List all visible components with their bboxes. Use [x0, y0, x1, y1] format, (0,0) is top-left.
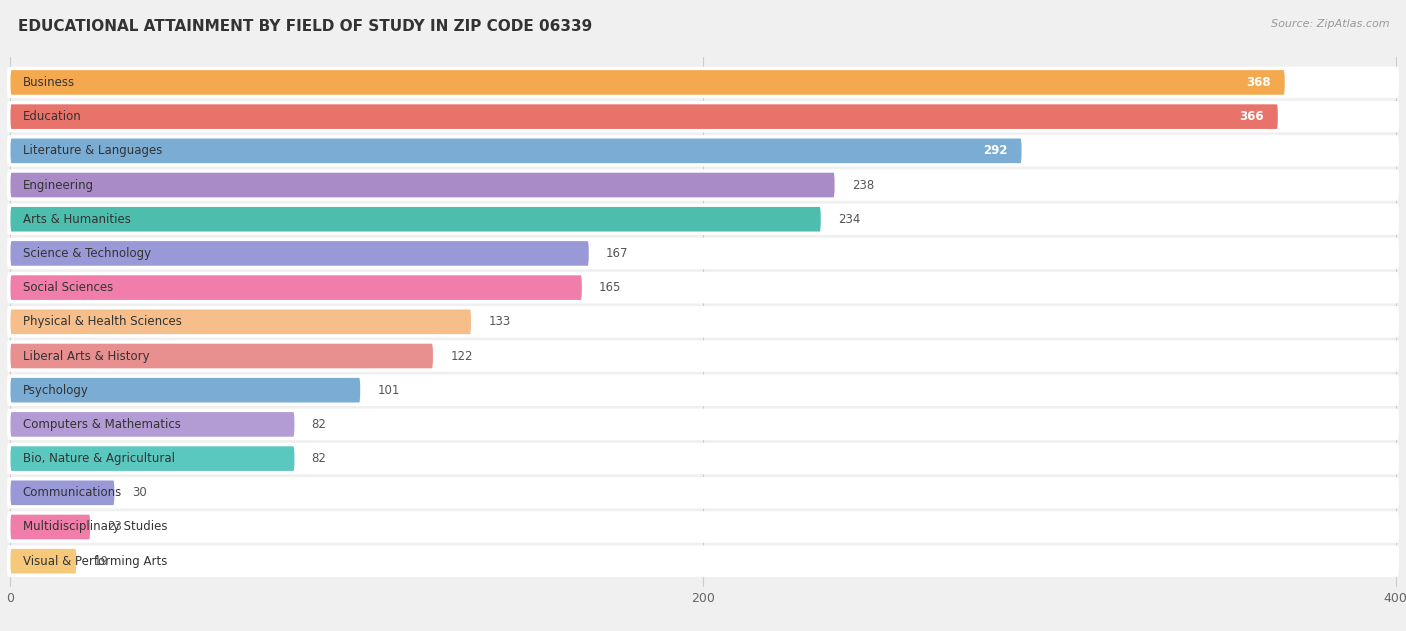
FancyBboxPatch shape	[10, 378, 360, 403]
Text: Bio, Nature & Agricultural: Bio, Nature & Agricultural	[22, 452, 174, 465]
Text: Source: ZipAtlas.com: Source: ZipAtlas.com	[1271, 19, 1389, 29]
FancyBboxPatch shape	[10, 173, 835, 198]
FancyBboxPatch shape	[7, 477, 1399, 509]
Text: Social Sciences: Social Sciences	[22, 281, 112, 294]
FancyBboxPatch shape	[10, 446, 294, 471]
FancyBboxPatch shape	[10, 309, 471, 334]
Text: 82: 82	[312, 418, 326, 431]
Text: Arts & Humanities: Arts & Humanities	[22, 213, 131, 226]
FancyBboxPatch shape	[7, 135, 1399, 167]
Text: Education: Education	[22, 110, 82, 123]
FancyBboxPatch shape	[10, 139, 1022, 163]
Text: 238: 238	[852, 179, 875, 192]
Text: Computers & Mathematics: Computers & Mathematics	[22, 418, 180, 431]
Text: Business: Business	[22, 76, 75, 89]
FancyBboxPatch shape	[7, 101, 1399, 133]
Text: Visual & Performing Arts: Visual & Performing Arts	[22, 555, 167, 568]
Text: Liberal Arts & History: Liberal Arts & History	[22, 350, 149, 362]
Text: 366: 366	[1239, 110, 1264, 123]
Text: EDUCATIONAL ATTAINMENT BY FIELD OF STUDY IN ZIP CODE 06339: EDUCATIONAL ATTAINMENT BY FIELD OF STUDY…	[18, 19, 592, 34]
Text: 133: 133	[488, 316, 510, 328]
FancyBboxPatch shape	[7, 511, 1399, 543]
Text: Psychology: Psychology	[22, 384, 89, 397]
Text: Multidisciplinary Studies: Multidisciplinary Studies	[22, 521, 167, 533]
FancyBboxPatch shape	[10, 70, 1285, 95]
Text: 30: 30	[132, 487, 146, 499]
FancyBboxPatch shape	[7, 340, 1399, 372]
Text: 19: 19	[94, 555, 108, 568]
Text: 82: 82	[312, 452, 326, 465]
FancyBboxPatch shape	[10, 344, 433, 369]
FancyBboxPatch shape	[7, 374, 1399, 406]
FancyBboxPatch shape	[10, 480, 114, 505]
FancyBboxPatch shape	[10, 275, 582, 300]
FancyBboxPatch shape	[7, 203, 1399, 235]
FancyBboxPatch shape	[7, 545, 1399, 577]
FancyBboxPatch shape	[10, 549, 76, 574]
FancyBboxPatch shape	[10, 207, 821, 232]
FancyBboxPatch shape	[10, 515, 90, 540]
Text: Literature & Languages: Literature & Languages	[22, 144, 162, 157]
FancyBboxPatch shape	[7, 67, 1399, 98]
Text: 234: 234	[838, 213, 860, 226]
Text: 23: 23	[107, 521, 122, 533]
Text: 167: 167	[606, 247, 628, 260]
Text: 165: 165	[599, 281, 621, 294]
Text: 122: 122	[450, 350, 472, 362]
FancyBboxPatch shape	[10, 104, 1278, 129]
FancyBboxPatch shape	[7, 272, 1399, 304]
FancyBboxPatch shape	[7, 443, 1399, 475]
FancyBboxPatch shape	[10, 241, 589, 266]
Text: 368: 368	[1246, 76, 1271, 89]
FancyBboxPatch shape	[7, 409, 1399, 440]
Text: Physical & Health Sciences: Physical & Health Sciences	[22, 316, 181, 328]
Text: Engineering: Engineering	[22, 179, 94, 192]
Text: 292: 292	[983, 144, 1008, 157]
Text: 101: 101	[378, 384, 399, 397]
FancyBboxPatch shape	[10, 412, 294, 437]
Text: Science & Technology: Science & Technology	[22, 247, 150, 260]
FancyBboxPatch shape	[7, 238, 1399, 269]
Text: Communications: Communications	[22, 487, 122, 499]
FancyBboxPatch shape	[7, 169, 1399, 201]
FancyBboxPatch shape	[7, 306, 1399, 338]
